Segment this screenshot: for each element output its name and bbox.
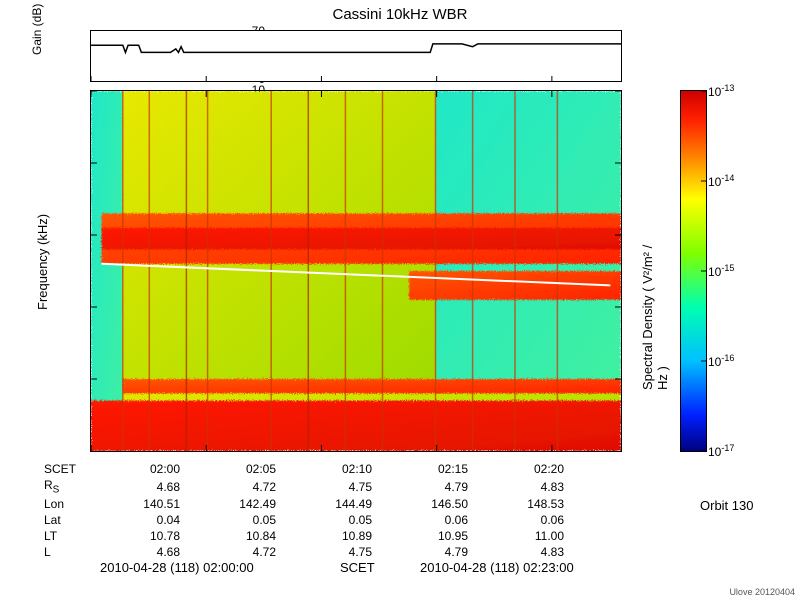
orbit-label: Orbit 130 [700,498,753,513]
ephem-cell: 10.89 [280,529,374,543]
ephem-cell: 10.95 [376,529,470,543]
end-time-label: 2010-04-28 (118) 02:23:00 [420,560,574,575]
ephem-cell: 4.75 [280,545,374,559]
ephem-cell: 4.68 [88,478,182,495]
ephem-cell: 02:15 [376,462,470,476]
colorbar-tick: 10-16 [708,353,734,369]
ephem-cell: 146.50 [376,497,470,511]
spectrogram-svg [91,91,621,451]
ephem-cell: 140.51 [88,497,182,511]
ephem-cell: 02:05 [184,462,278,476]
ephem-cell: 02:00 [88,462,182,476]
ephem-row-label: RS [42,478,86,495]
ephem-cell: 0.04 [88,513,182,527]
gain-line-svg [91,31,621,81]
ephem-cell: 11.00 [472,529,566,543]
colorbar-tick: 10-14 [708,173,734,189]
plot-title: Cassini 10kHz WBR [0,6,800,23]
colorbar-tick: 10-15 [708,263,734,279]
spectral-density-ylabel: Spectral Density ( V²/m² / Hz ) [640,230,670,390]
colorbar [680,90,707,452]
ephem-cell: 144.49 [280,497,374,511]
ephem-cell: 4.83 [472,478,566,495]
ephem-row-label: L [42,545,86,559]
ephem-cell: 142.49 [184,497,278,511]
ephem-cell: 148.53 [472,497,566,511]
ephem-cell: 0.06 [376,513,470,527]
spectrogram-panel [90,90,622,452]
ephem-cell: 0.06 [472,513,566,527]
ephem-cell: 4.68 [88,545,182,559]
ephemeris-table: SCET02:0002:0502:1002:1502:20RS4.684.724… [40,460,568,561]
ephem-row-label: Lon [42,497,86,511]
colorbar-tick: 10-17 [708,443,734,459]
ephem-cell: 0.05 [280,513,374,527]
scet-label: SCET [340,560,375,575]
gain-panel [90,30,622,82]
generation-stamp: Ulove 20120404 [729,587,795,597]
ephem-cell: 4.79 [376,545,470,559]
ephem-cell: 4.72 [184,478,278,495]
frequency-ylabel: Frequency (kHz) [35,214,50,310]
ephem-cell: 4.75 [280,478,374,495]
ephem-cell: 0.05 [184,513,278,527]
colorbar-tick: 10-13 [708,83,734,99]
ephem-row-label: SCET [42,462,86,476]
ephem-cell: 4.83 [472,545,566,559]
gain-ylabel: Gain (dB) [30,4,44,55]
ephem-row-label: Lat [42,513,86,527]
colorbar-svg [681,91,706,451]
ephem-row-label: LT [42,529,86,543]
ephem-cell: 10.78 [88,529,182,543]
ephem-cell: 10.84 [184,529,278,543]
ephem-cell: 4.79 [376,478,470,495]
ephem-cell: 02:20 [472,462,566,476]
start-time-label: 2010-04-28 (118) 02:00:00 [100,560,254,575]
ephem-cell: 02:10 [280,462,374,476]
ephem-cell: 4.72 [184,545,278,559]
